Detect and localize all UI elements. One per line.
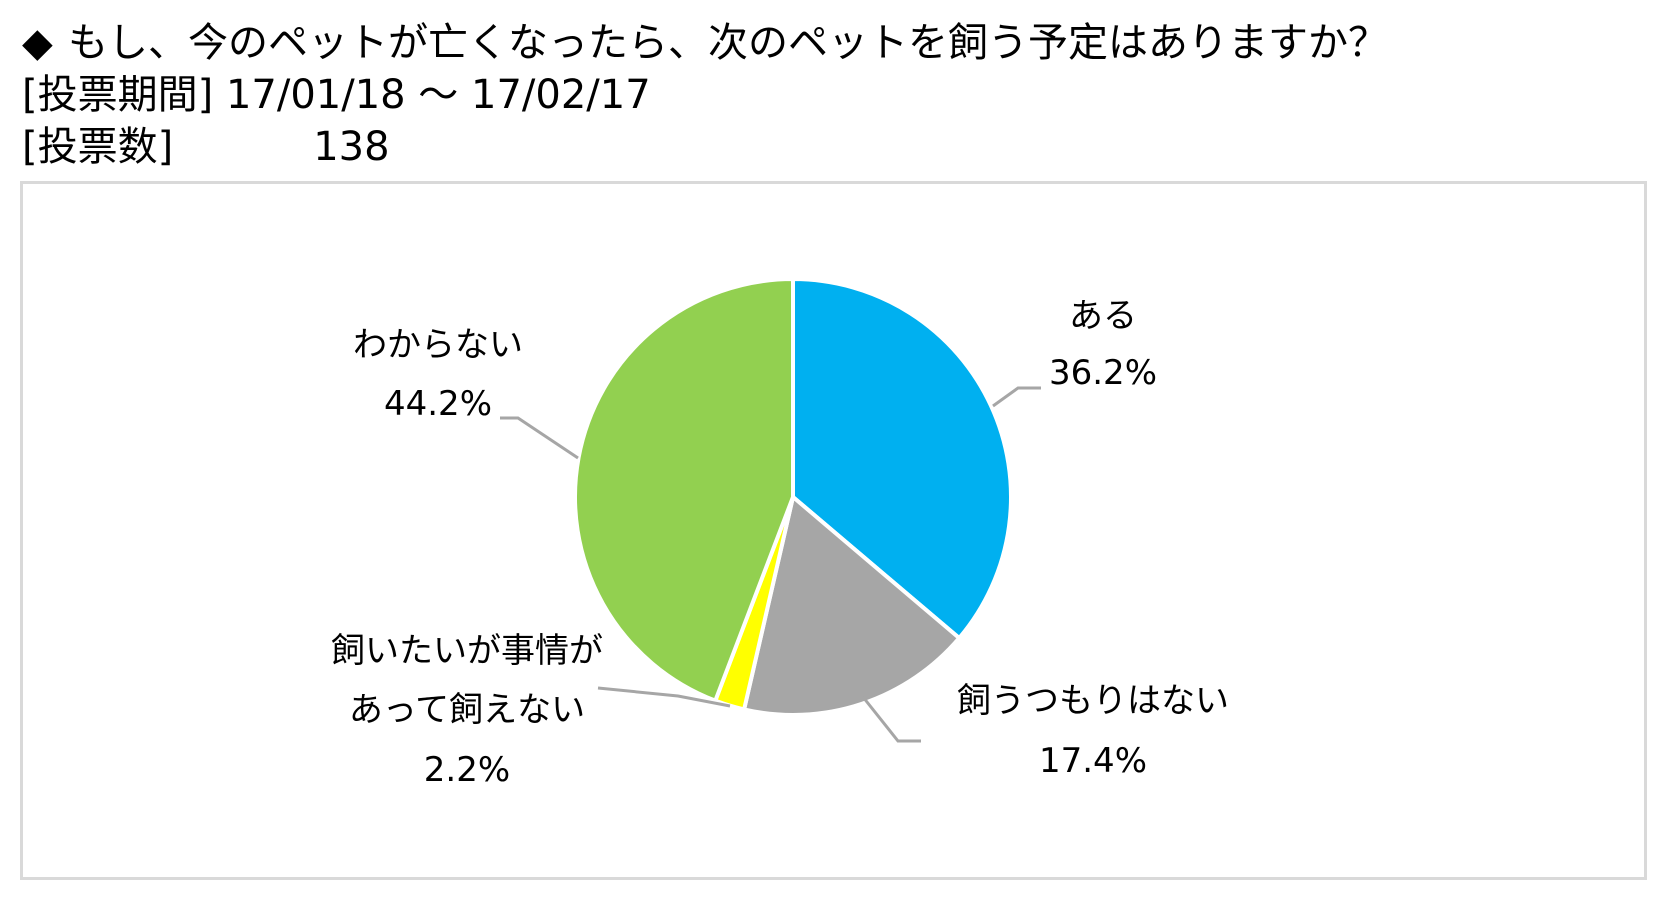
slice-label-2: 飼うつもりはない	[957, 681, 1229, 721]
leader-line-2	[861, 696, 921, 743]
vote-count: [投票数] 138	[22, 124, 390, 170]
diamond-bullet-icon: ◆	[22, 20, 53, 66]
slice-value-4: 44.2%	[384, 384, 492, 424]
pie-slice-1	[791, 277, 1013, 641]
slice-label-3-line-1: 飼いたいが事情が	[331, 631, 603, 671]
leader-line-3	[597, 686, 731, 708]
slice-label-1: ある	[1069, 296, 1137, 336]
chart-frame: ある 36.2% 飼うつもりはない 17.4% 飼いたいが事情が あって飼えない 2.2% わ…	[20, 181, 1647, 880]
slice-value-2: 17.4%	[1039, 741, 1147, 781]
vote-count-label: [投票数]	[22, 124, 174, 170]
leader-line-4	[500, 416, 579, 460]
slice-label-4: わからない	[353, 325, 523, 365]
slice-value-3: 2.2%	[424, 750, 510, 790]
slice-label-3-line-2: あって飼えない	[349, 690, 585, 730]
question-text: もし、今のペットが亡くなったら、次のペットを飼う予定はありますか？	[68, 20, 1388, 66]
slice-value-1: 36.2%	[1049, 353, 1157, 393]
question-title: ◆ もし、今のペットが亡くなったら、次のペットを飼う予定はありますか？	[22, 20, 1388, 66]
pie-slice-2	[742, 495, 962, 717]
voting-period-label: [投票期間]	[22, 72, 214, 118]
voting-period: [投票期間] 17/01/18 ～ 17/02/17	[22, 72, 651, 118]
voting-period-value: 17/01/18 ～ 17/02/17	[225, 72, 651, 118]
pie-slice-4	[573, 277, 795, 703]
leader-line-1	[992, 386, 1041, 408]
vote-count-value: 138	[313, 124, 390, 170]
